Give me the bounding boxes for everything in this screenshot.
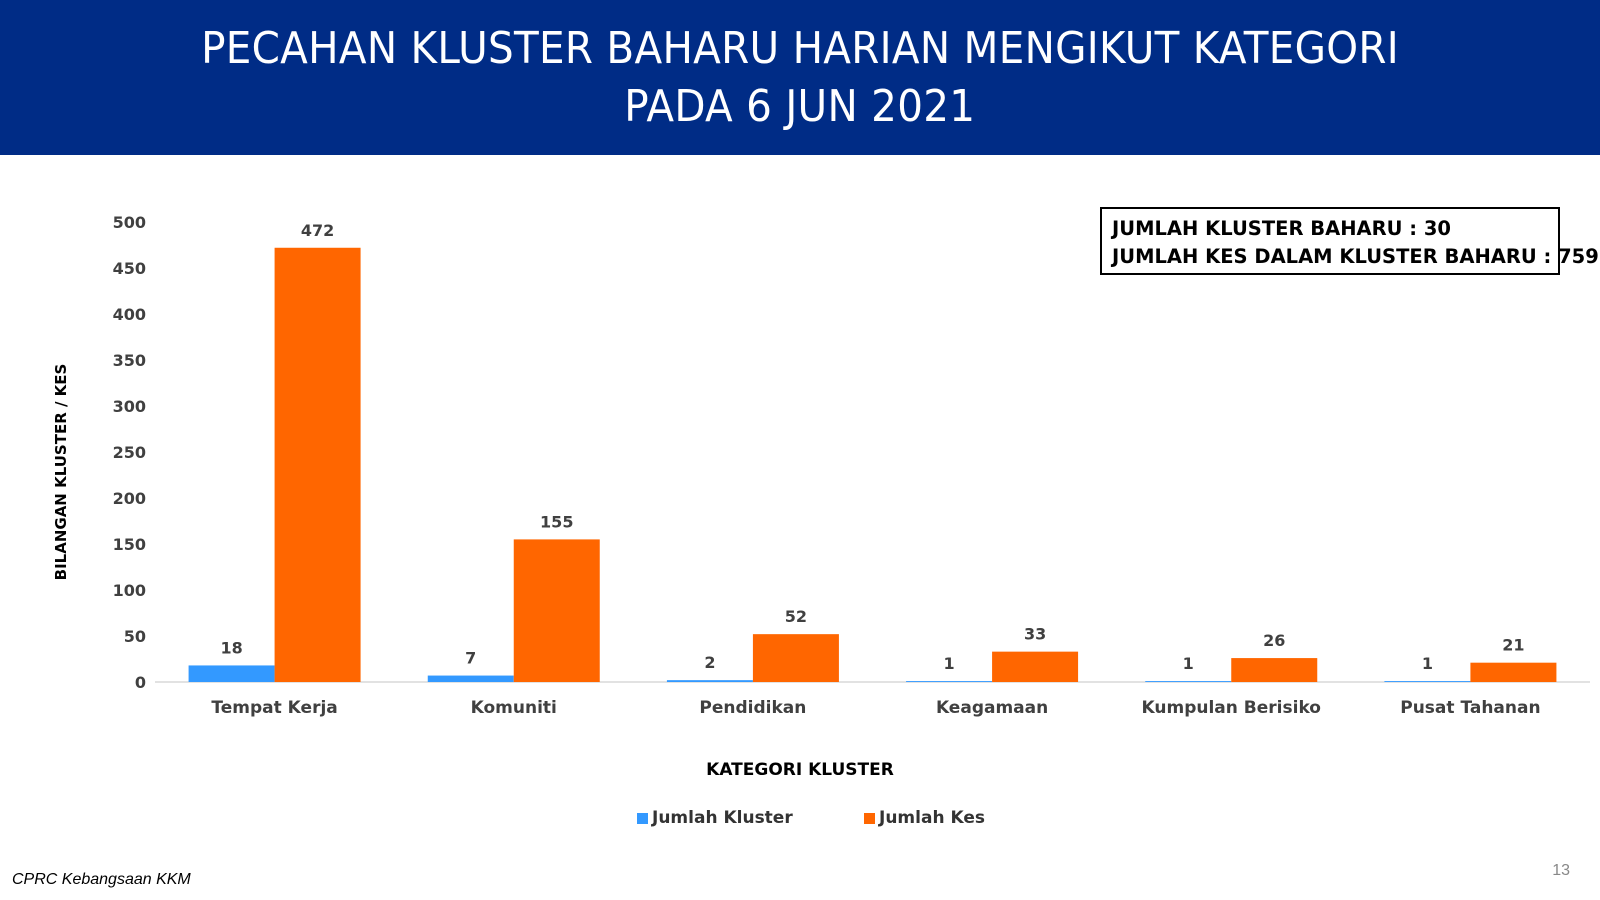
- x-tick-label: Tempat Kerja: [211, 698, 337, 718]
- y-tick-label: 250: [113, 443, 146, 462]
- bar-jumlah-kes: [1231, 658, 1318, 682]
- y-tick-label: 50: [124, 627, 146, 646]
- y-tick-label: 350: [113, 351, 146, 370]
- x-tick-label: Keagamaan: [936, 698, 1048, 718]
- data-label-jumlah-kes: 52: [785, 607, 807, 626]
- data-label-jumlah-kluster: 1: [944, 654, 955, 673]
- data-label-jumlah-kluster: 1: [1183, 654, 1194, 673]
- bar-jumlah-kes: [992, 651, 1079, 682]
- data-label-jumlah-kluster: 1: [1422, 654, 1433, 673]
- legend-swatch-jumlah-kluster: [637, 812, 648, 824]
- source-credit: CPRC Kebangsaan KKM: [12, 871, 191, 888]
- legend-item-jumlah-kes: Jumlah Kes: [864, 808, 985, 828]
- bar-jumlah-kluster: [188, 665, 275, 682]
- summary-total-cases: JUMLAH KES DALAM KLUSTER BAHARU : 759: [1112, 245, 1599, 268]
- y-tick-label: 300: [113, 397, 146, 416]
- x-axis-title: KATEGORI KLUSTER: [706, 760, 894, 780]
- bar-jumlah-kluster: [1384, 681, 1471, 682]
- summary-box: JUMLAH KLUSTER BAHARU : 30 JUMLAH KES DA…: [1100, 207, 1599, 275]
- legend-item-jumlah-kluster: Jumlah Kluster: [637, 808, 793, 828]
- data-label-jumlah-kes: 472: [301, 221, 334, 240]
- y-tick-label: 200: [113, 489, 146, 508]
- legend: Jumlah Kluster Jumlah Kes: [0, 808, 1600, 830]
- bar-jumlah-kes: [1470, 662, 1557, 682]
- data-label-jumlah-kes: 21: [1502, 636, 1524, 655]
- legend-swatch-jumlah-kes: [864, 812, 875, 824]
- y-tick-label: 0: [135, 673, 146, 692]
- data-label-jumlah-kes: 155: [540, 512, 573, 531]
- x-tick-label: Pendidikan: [699, 698, 806, 718]
- x-tick-label: Pusat Tahanan: [1400, 698, 1540, 718]
- data-label-jumlah-kluster: 7: [465, 649, 476, 668]
- data-label-jumlah-kes: 33: [1024, 625, 1046, 644]
- bar-jumlah-kluster: [1145, 681, 1232, 682]
- y-tick-label: 500: [113, 213, 146, 232]
- x-tick-label: Komuniti: [471, 698, 557, 718]
- page-number: 13: [1552, 862, 1570, 879]
- y-tick-label: 450: [113, 259, 146, 278]
- y-tick-label: 150: [113, 535, 146, 554]
- legend-label-jumlah-kluster: Jumlah Kluster: [652, 808, 793, 828]
- title-banner: PECAHAN KLUSTER BAHARU HARIAN MENGIKUT K…: [0, 0, 1600, 155]
- bar-jumlah-kes: [752, 634, 839, 682]
- bar-jumlah-kes: [513, 539, 600, 682]
- bar-jumlah-kluster: [666, 680, 753, 682]
- data-label-jumlah-kes: 26: [1263, 631, 1285, 650]
- y-tick-label: 400: [113, 305, 146, 324]
- bar-jumlah-kluster: [427, 675, 514, 682]
- summary-total-clusters: JUMLAH KLUSTER BAHARU : 30: [1112, 217, 1451, 240]
- y-tick-label: 100: [113, 581, 146, 600]
- data-label-jumlah-kluster: 2: [704, 653, 715, 672]
- y-axis-title: BILANGAN KLUSTER / KES: [52, 363, 70, 581]
- bar-jumlah-kes: [274, 247, 361, 682]
- bar-jumlah-kluster: [906, 681, 993, 682]
- chart-title-line-1: PECAHAN KLUSTER BAHARU HARIAN MENGIKUT K…: [201, 22, 1399, 74]
- legend-label-jumlah-kes: Jumlah Kes: [879, 808, 985, 828]
- x-tick-label: Kumpulan Berisiko: [1142, 698, 1321, 718]
- chart-title-line-2: PADA 6 JUN 2021: [624, 80, 976, 132]
- data-label-jumlah-kluster: 18: [220, 638, 242, 657]
